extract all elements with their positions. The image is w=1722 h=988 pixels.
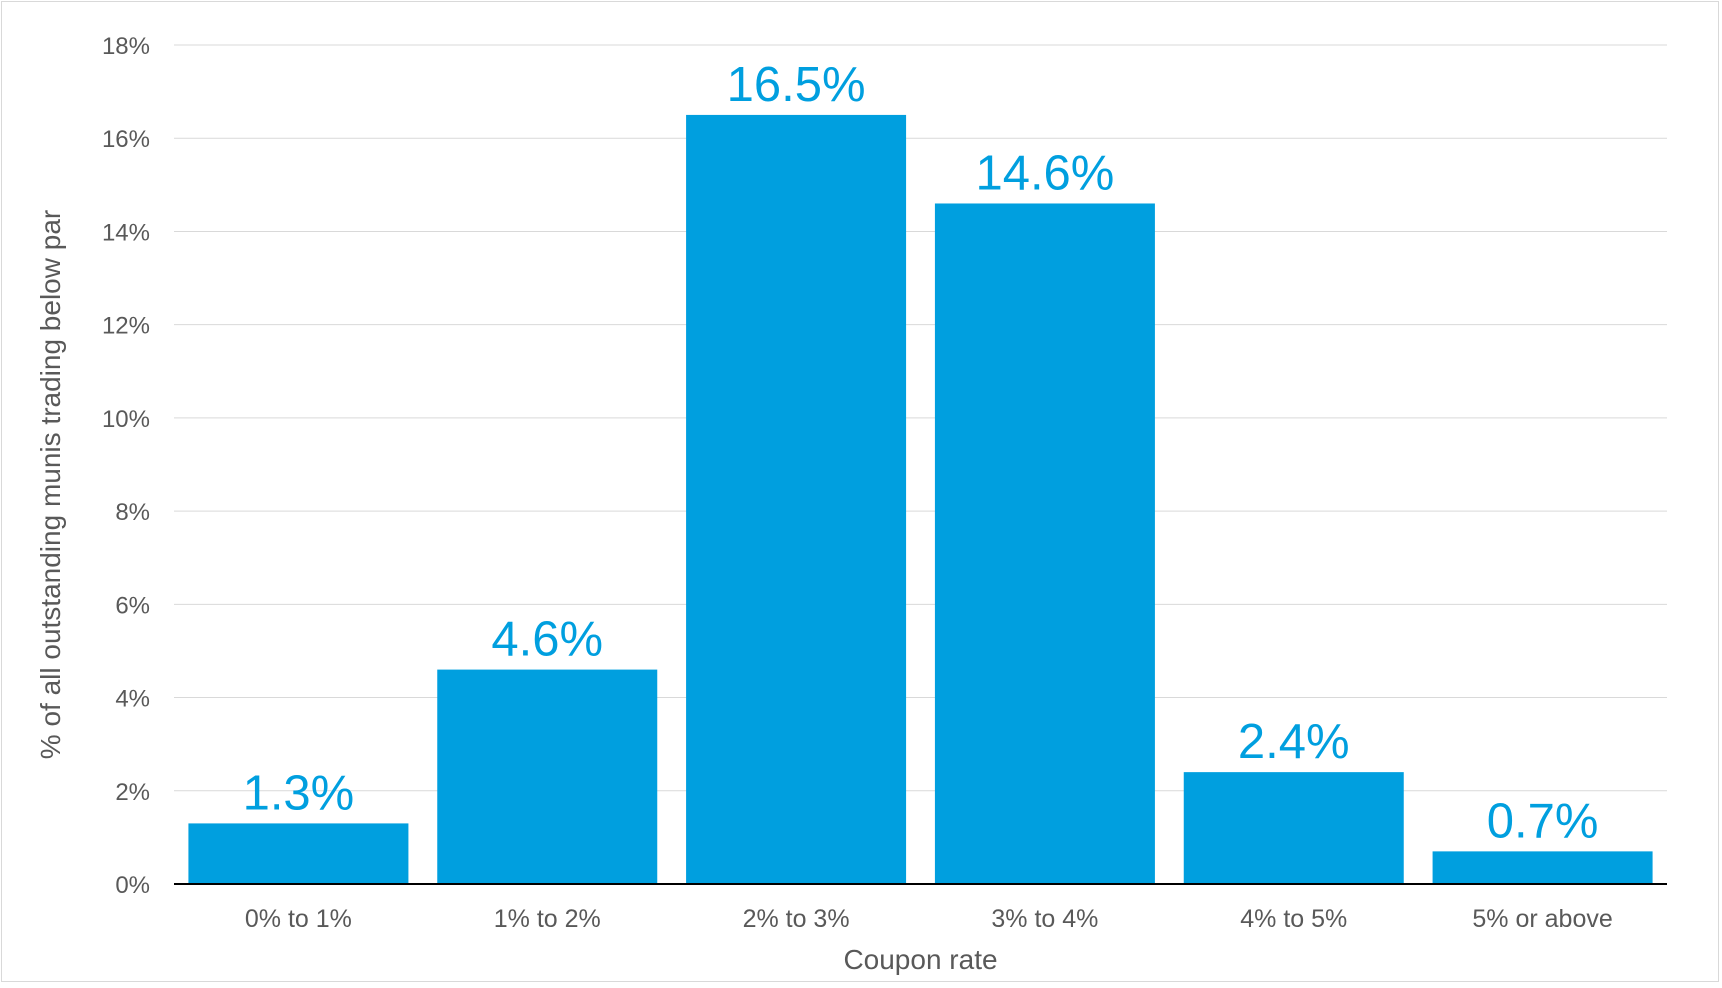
bar [437,669,658,884]
y-tick-label: 2% [115,779,150,806]
x-category-label: 4% to 5% [1240,905,1347,933]
data-label: 0.7% [1487,794,1599,848]
y-tick-label: 12% [102,313,150,340]
x-category-label: 2% to 3% [743,905,850,933]
data-label: 4.6% [491,613,603,667]
x-axis-title: Coupon rate [843,944,997,975]
data-label: 1.3% [243,766,355,820]
x-category-label: 3% to 4% [991,905,1098,933]
x-category-label: 0% to 1% [245,905,352,933]
data-labels: 1.3% 4.6% 16.5% 14.6% 2.4% 0.7% [243,58,1599,848]
y-tick-label: 14% [102,219,150,246]
data-label: 16.5% [727,58,866,112]
y-tick-label: 18% [102,33,150,60]
bars [188,114,1653,884]
x-axis-categories: 0% to 1% 1% to 2% 2% to 3% 3% to 4% 4% to 5%… [245,905,1613,933]
y-tick-label: 4% [115,686,150,713]
bar [1183,772,1404,884]
y-tick-label: 6% [115,592,150,619]
y-tick-label: 16% [102,126,150,153]
y-tick-label: 0% [115,872,150,899]
bar [188,823,409,884]
x-category-label: 1% to 2% [494,905,601,933]
y-tick-label: 10% [102,406,150,433]
bar [934,203,1155,884]
gridlines [174,44,1667,792]
x-category-label: 5% or above [1472,905,1612,933]
data-label: 2.4% [1238,715,1350,769]
data-label: 14.6% [975,146,1114,200]
y-axis-title: % of all outstanding munis trading below… [35,210,66,759]
y-axis-ticks: 0% 2% 4% 6% 8% 10% 12% 14% 16% 18% [102,33,150,899]
y-tick-label: 8% [115,499,150,526]
bar [1432,851,1653,884]
bar [686,114,907,884]
